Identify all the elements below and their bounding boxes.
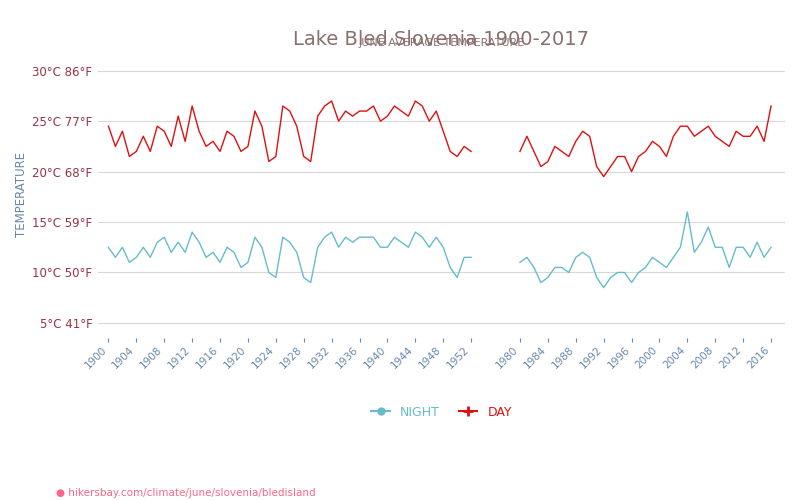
Legend: NIGHT, DAY: NIGHT, DAY [366,401,517,424]
Text: JUNE AVERAGE TEMPERATURE: JUNE AVERAGE TEMPERATURE [358,38,525,48]
Text: ● hikersbay.com/climate/june/slovenia/bledisland: ● hikersbay.com/climate/june/slovenia/bl… [56,488,316,498]
Y-axis label: TEMPERATURE: TEMPERATURE [15,152,28,237]
Title: Lake Bled Slovenia 1900-2017: Lake Bled Slovenia 1900-2017 [294,30,590,49]
